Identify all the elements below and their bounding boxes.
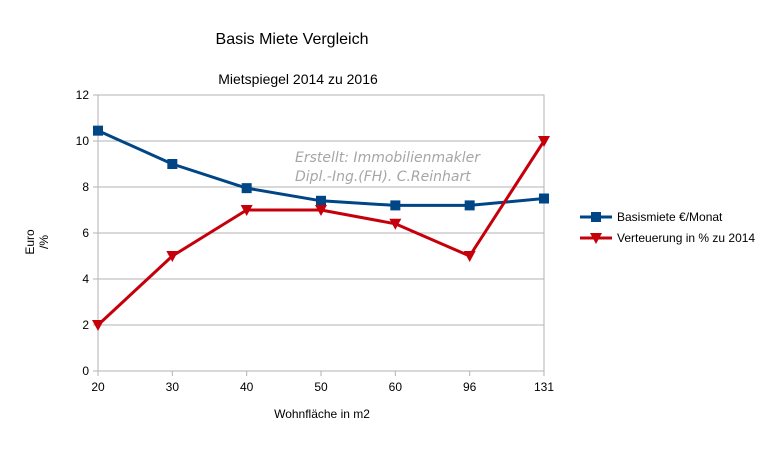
data-point-0-4	[390, 200, 401, 211]
y-tick-label-1: 2	[82, 318, 89, 332]
y-tick-label-2: 4	[82, 272, 89, 286]
x-tick-label-5: 96	[463, 380, 477, 394]
chart-title: Basis Miete Vergleich	[216, 31, 369, 48]
legend-label-0: Basismiete €/Monat	[617, 210, 723, 224]
data-point-1-6	[538, 136, 550, 147]
x-tick-label-0: 20	[91, 380, 105, 394]
data-point-0-2	[241, 183, 252, 194]
y-tick-label-0: 0	[82, 364, 89, 378]
chart-subtitle: Mietspiegel 2014 zu 2016	[218, 71, 378, 87]
y-tick-label-6: 12	[76, 88, 90, 102]
watermark-line-1: Erstellt: Immobilienmakler	[295, 150, 481, 166]
x-tick-label-3: 50	[314, 380, 328, 394]
data-point-1-5	[463, 251, 476, 262]
y-tick-label-4: 8	[82, 180, 89, 194]
data-point-0-1	[167, 159, 178, 169]
x-tick-label-4: 60	[389, 380, 403, 394]
x-axis-label: Wohnfläche in m2	[274, 407, 370, 421]
x-tick-label-2: 40	[240, 380, 254, 394]
y-axis-label-line-2: /%	[37, 235, 51, 249]
series-layer	[92, 125, 550, 331]
data-point-0-3	[316, 195, 326, 206]
y-axis-label-line-1: Euro	[23, 229, 37, 255]
x-tick-label-1: 30	[166, 380, 180, 394]
y-tick-label-5: 10	[76, 134, 90, 148]
data-point-1-1	[166, 251, 179, 262]
watermark-line-2: Dipl.-Ing.(FH). C.Reinhart	[295, 169, 471, 185]
data-point-1-2	[240, 205, 253, 216]
y-axis-label: Euro /%	[23, 229, 51, 255]
data-point-0-0	[93, 125, 103, 136]
data-point-1-3	[315, 205, 327, 216]
y-axis-ticks: 0 2 4 6 8 10 12	[76, 88, 98, 378]
legend-label-1: Verteuerung in % zu 2014	[617, 231, 755, 245]
x-tick-label-6: 131	[534, 380, 554, 394]
data-point-0-6	[539, 193, 549, 204]
data-point-1-4	[389, 218, 402, 230]
data-point-0-5	[464, 200, 475, 211]
data-point-1-0	[92, 320, 104, 331]
y-tick-label-3: 6	[82, 226, 89, 240]
grid-lines	[98, 94, 544, 372]
legend-marker-0	[591, 212, 601, 222]
legend-marker-1	[590, 233, 602, 244]
x-axis-ticks: 20 30 40 50 60 96 131	[91, 371, 554, 394]
legend: Basismiete €/Monat Verteuerung in % zu 20…	[580, 210, 755, 245]
